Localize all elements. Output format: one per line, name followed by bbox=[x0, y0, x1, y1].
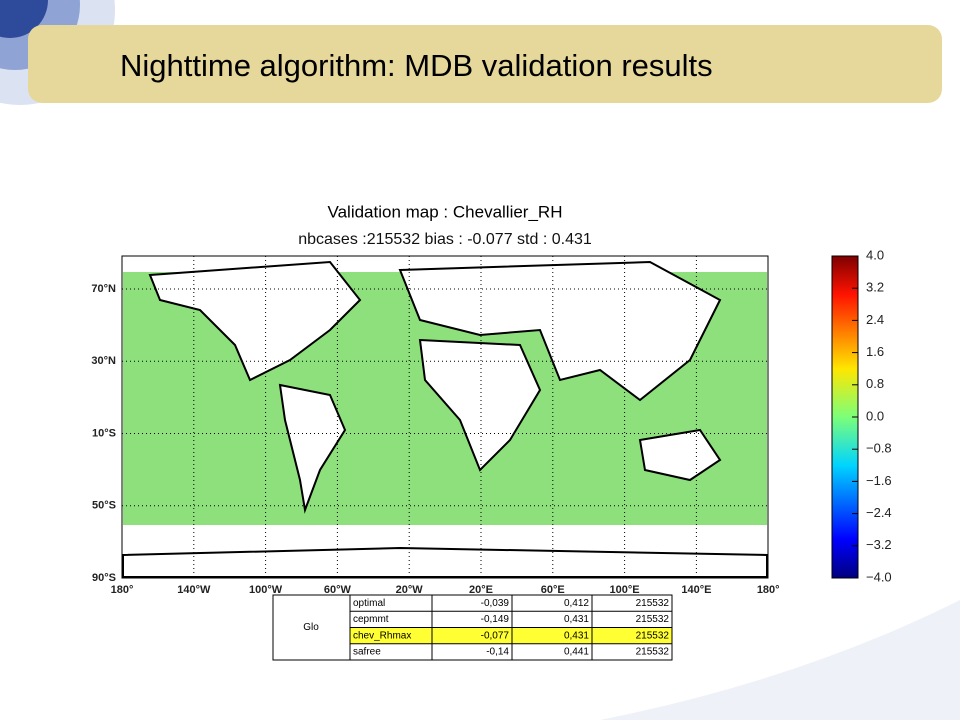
lon-label: 20°E bbox=[469, 584, 493, 596]
colorbar-label: 1.6 bbox=[866, 344, 884, 359]
continents bbox=[122, 260, 768, 578]
lon-label: 180° bbox=[111, 584, 134, 596]
decor bbox=[600, 600, 960, 720]
table-cell: 0,412 bbox=[564, 598, 589, 609]
map-title: Validation map : Chevallier_RH bbox=[328, 202, 563, 221]
table-cell: 0,441 bbox=[564, 647, 589, 658]
decor bbox=[0, 0, 48, 38]
table-cell: -0,039 bbox=[481, 598, 510, 609]
lat-label: 70°N bbox=[91, 283, 116, 295]
lon-label: 100°W bbox=[249, 584, 283, 596]
lon-label: 140°W bbox=[177, 584, 211, 596]
stats-table: optimal -0,039 0,412 215532 cepmmt -0,149 0,43… bbox=[272, 594, 673, 661]
lat-label: 10°S bbox=[92, 427, 116, 439]
lon-label: 60°E bbox=[541, 584, 565, 596]
table-cell: 215532 bbox=[636, 614, 670, 625]
colorbar-label: −1.6 bbox=[866, 473, 892, 488]
lat-label: 50°S bbox=[92, 500, 116, 512]
table-cell: cepmmt bbox=[353, 614, 389, 625]
lat-label: 30°N bbox=[91, 355, 116, 367]
colorbar-label: 4.0 bbox=[866, 247, 884, 262]
lon-label: 180° bbox=[757, 584, 780, 596]
colorbar-label: −0.8 bbox=[866, 441, 892, 456]
map-subtitle: nbcases :215532 bias : -0.077 std : 0.43… bbox=[298, 231, 592, 248]
table-cell: 0,431 bbox=[564, 614, 589, 625]
colorbar-label: −2.4 bbox=[866, 505, 892, 520]
region-cell: Glo bbox=[303, 622, 319, 633]
colorbar-label: −4.0 bbox=[866, 569, 892, 584]
lon-label: 20°W bbox=[396, 584, 424, 596]
colorbar-label: 2.4 bbox=[866, 312, 884, 327]
colorbar-label: 0.0 bbox=[866, 408, 884, 423]
lat-label: 90°S bbox=[92, 572, 116, 584]
lon-label: 100°E bbox=[610, 584, 640, 596]
table-cell: -0,077 bbox=[481, 630, 510, 641]
table-cell: safree bbox=[353, 647, 381, 658]
graticule bbox=[122, 256, 768, 578]
colorbar-label: 3.2 bbox=[866, 280, 884, 295]
lon-label: 140°E bbox=[681, 584, 711, 596]
table-cell: 215532 bbox=[636, 598, 670, 609]
table-cell: -0,14 bbox=[486, 647, 509, 658]
table-cell: chev_Rhmax bbox=[353, 630, 411, 641]
table-cell: 215532 bbox=[636, 630, 670, 641]
colorbar-label: 0.8 bbox=[866, 376, 884, 391]
title: Nighttime algorithm: MDB validation resu… bbox=[120, 48, 713, 83]
colorbar-label: −3.2 bbox=[866, 537, 892, 552]
title-bar bbox=[28, 25, 942, 103]
table-cell: 215532 bbox=[636, 647, 670, 658]
table-cell: -0,149 bbox=[481, 614, 510, 625]
lon-label: 60°W bbox=[324, 584, 352, 596]
table-cell: 0,431 bbox=[564, 630, 589, 641]
table-cell: optimal bbox=[353, 598, 385, 609]
